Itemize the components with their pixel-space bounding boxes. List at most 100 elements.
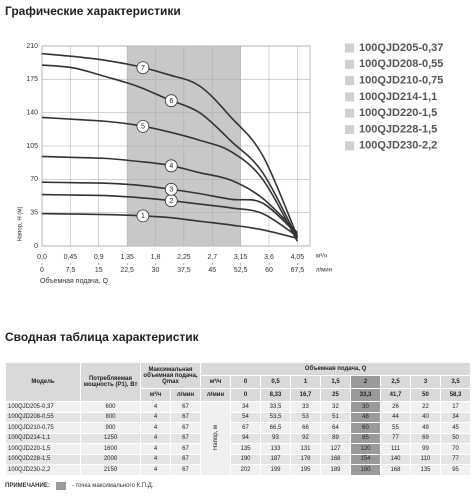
table-cell: 120 bbox=[350, 443, 381, 455]
legend-label: 100QJD230-2,2 bbox=[359, 140, 437, 152]
curve-badge bbox=[136, 209, 150, 223]
table-cell: 168 bbox=[320, 453, 351, 465]
x2-tick-label: 0 bbox=[40, 267, 44, 274]
head-cell: Напор, м bbox=[200, 401, 231, 476]
table-cell: 49 bbox=[410, 422, 441, 434]
header-cell: 3 bbox=[410, 375, 441, 389]
table-cell: 64 bbox=[320, 422, 351, 434]
table-cell: 34 bbox=[439, 411, 472, 423]
header-cell: 50 bbox=[410, 388, 441, 402]
table-cell: 99 bbox=[410, 443, 441, 455]
table-cell: 67 bbox=[170, 422, 201, 434]
table-cell: 94 bbox=[230, 432, 261, 444]
table-cell: 190 bbox=[230, 453, 261, 465]
table-row: 100QJD208-0,55 800 4 67 54 53,5 53 51 48 44 40 34 bbox=[5, 411, 472, 423]
table-cell: 54 bbox=[230, 411, 261, 423]
table-cell: 4 bbox=[140, 422, 171, 434]
header-cell: 25 bbox=[320, 388, 351, 402]
table: Модель Потребляемая мощность (P1), Вт Макс… bbox=[5, 362, 472, 476]
note-label: ПРИМЕЧАНИЕ: bbox=[5, 483, 50, 489]
table-cell: 4 bbox=[140, 432, 171, 444]
table-cell: 77 bbox=[380, 432, 411, 444]
header-cell: 8,33 bbox=[260, 388, 291, 402]
table-cell: 66 bbox=[290, 422, 321, 434]
table-cell: 34 bbox=[230, 401, 261, 413]
curve bbox=[41, 212, 298, 240]
table-cell: 33 bbox=[290, 401, 321, 413]
legend-label: 100QJD214-1,1 bbox=[359, 91, 437, 103]
y-tick-label: 70 bbox=[30, 176, 38, 183]
table-cell: 100QJD214-1,1 bbox=[5, 432, 81, 444]
legend-swatch bbox=[345, 43, 354, 53]
curve-badge bbox=[136, 61, 150, 75]
table-row: м³/ч л/мин л/мин 0 8,33 16,7 25 33,3 41,7 50 58,3 bbox=[6, 388, 472, 402]
header-cell: м³/ч bbox=[140, 388, 171, 402]
curve-label: 1 bbox=[141, 213, 145, 220]
table-cell: 89 bbox=[320, 432, 351, 444]
legend-label: 100QJD228-1,5 bbox=[359, 123, 437, 135]
table-cell: 51 bbox=[320, 411, 351, 423]
table-cell: 133 bbox=[260, 443, 291, 455]
table-cell: 135 bbox=[230, 443, 261, 455]
header-cell: 1,5 bbox=[320, 375, 351, 389]
table-cell: 4 bbox=[140, 464, 171, 476]
table-cell: 100QJD230-2,2 bbox=[5, 464, 81, 476]
table-cell: 900 bbox=[80, 422, 141, 434]
y-tick-label: 0 bbox=[34, 243, 38, 250]
x-tick-label: 0,9 bbox=[94, 254, 104, 261]
table-cell: 67 bbox=[170, 432, 201, 444]
y-axis-label: Напор, H (м) bbox=[18, 206, 24, 241]
curve bbox=[41, 116, 299, 242]
note: ПРИМЕЧАНИЕ: - точка максимального К.П.Д. bbox=[5, 482, 153, 490]
x-tick-label: 3,6 bbox=[264, 254, 274, 261]
table-cell: 53 bbox=[290, 411, 321, 423]
legend-swatch bbox=[345, 125, 354, 134]
x2-tick-label: 60 bbox=[265, 267, 273, 274]
y-tick-label: 140 bbox=[26, 110, 38, 117]
table-cell: 199 bbox=[260, 464, 291, 476]
table-cell: 55 bbox=[380, 422, 411, 434]
x-tick-label: 2,7 bbox=[207, 254, 217, 261]
table-cell: 1600 bbox=[80, 443, 141, 455]
legend-label: 100QJD220-1,5 bbox=[359, 107, 437, 119]
table-cell: 22 bbox=[410, 401, 441, 413]
curve-label: 4 bbox=[169, 163, 173, 170]
table-cell: 48 bbox=[350, 411, 381, 423]
table-cell: 100QJD220-1,5 bbox=[5, 443, 81, 455]
table-cell: 26 bbox=[380, 401, 411, 413]
table-cell: 17 bbox=[439, 401, 472, 413]
table-row: 100QJD230-2,2 2150 4 67 202 199 195 189 180 168 13… bbox=[5, 464, 472, 476]
table-cell: 2000 bbox=[80, 453, 141, 465]
x2-unit: л/мин bbox=[316, 268, 332, 274]
header-cell: 41,7 bbox=[380, 388, 411, 402]
legend-swatch bbox=[345, 92, 354, 102]
table-cell: 60 bbox=[350, 422, 381, 434]
table-cell: 4 bbox=[140, 401, 171, 413]
header-cell: л/мин bbox=[200, 388, 231, 402]
table-cell: 100QJD228-1,5 bbox=[5, 453, 81, 465]
header-cell: Потребляемая мощность (P1), Вт bbox=[80, 362, 141, 402]
note-swatch bbox=[55, 482, 66, 490]
table-cell: 100QJD208-0,55 bbox=[5, 411, 81, 423]
x2-tick-label: 67,5 bbox=[291, 267, 305, 274]
table-cell: 110 bbox=[410, 453, 441, 465]
table-cell: 85 bbox=[350, 432, 381, 444]
table-cell: 100QJD210-0,75 bbox=[5, 422, 81, 434]
header-cell: м³/ч bbox=[200, 375, 231, 389]
table-cell: 40 bbox=[410, 411, 441, 423]
table-heading: Сводная таблица характеристик bbox=[5, 330, 199, 344]
curve-label: 7 bbox=[141, 65, 145, 72]
table-cell: 600 bbox=[80, 401, 141, 413]
table-cell: 154 bbox=[350, 453, 381, 465]
x-tick-label: 0,45 bbox=[64, 254, 78, 261]
legend-label: 100QJD210-0,75 bbox=[359, 75, 443, 87]
header-cell: Максимальная объемная подача, Qmax bbox=[140, 362, 201, 389]
table-cell: 93 bbox=[260, 432, 291, 444]
x2-tick-label: 15 bbox=[95, 267, 103, 274]
table-cell: 111 bbox=[380, 443, 411, 455]
curve-badge bbox=[164, 182, 178, 196]
table-cell: 4 bbox=[140, 443, 171, 455]
x-tick-label: 3,15 bbox=[234, 254, 248, 261]
y-tick-label: 210 bbox=[26, 43, 38, 50]
